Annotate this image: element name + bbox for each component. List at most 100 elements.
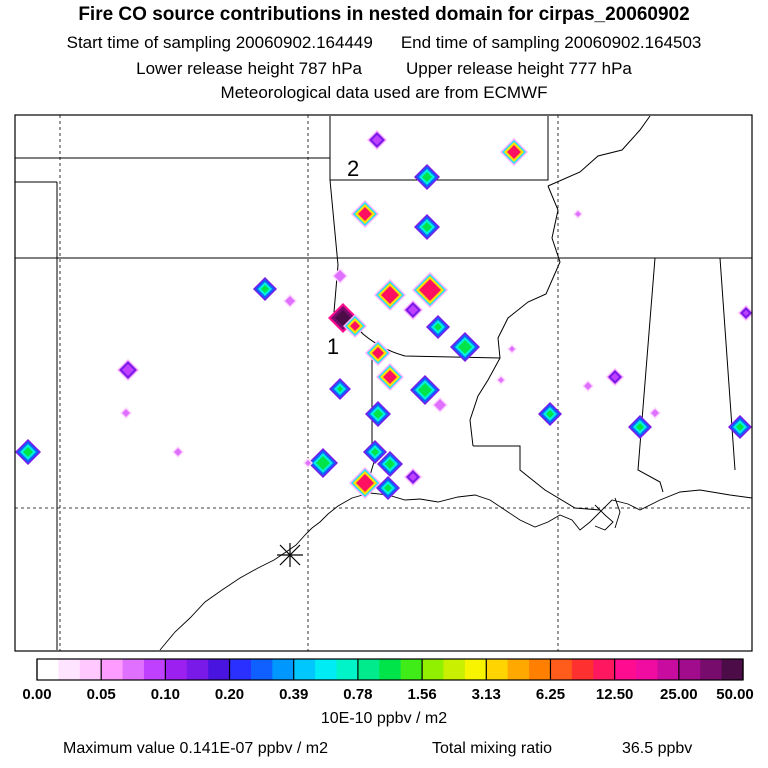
met-data-label: Meteorological data used are from ECMWF	[220, 83, 548, 102]
colorbar-swatch	[58, 659, 81, 680]
plume-cell	[371, 448, 379, 456]
colorbar-swatch	[550, 659, 573, 680]
plume-cell	[372, 347, 384, 359]
plume-cell	[584, 382, 592, 390]
colorbar-swatch	[678, 659, 701, 680]
plume-cell	[384, 484, 392, 492]
colorbar-swatch	[571, 659, 594, 680]
plume-cell	[373, 409, 383, 419]
start-time-label: Start time of sampling 20060902.164449	[66, 33, 373, 52]
plume-cell	[422, 172, 432, 182]
colorbar-tick-label: 0.05	[86, 686, 116, 703]
plume-cell	[434, 323, 442, 331]
plume-cell	[337, 386, 343, 392]
map-title: Fire CO source contributions in nested d…	[78, 4, 690, 25]
plume-cell	[458, 340, 472, 354]
colorbar-swatch	[636, 659, 659, 680]
colorbar-swatch	[122, 659, 145, 680]
receptor-label-2: 2	[347, 156, 359, 181]
fire-source-plumes	[15, 130, 752, 500]
plume-cell	[350, 321, 360, 331]
plume-cell	[498, 377, 504, 383]
colorbar-swatch	[250, 659, 273, 680]
maximum-value-label: Maximum value 0.141E-07 ppbv / m2	[63, 740, 329, 757]
plume-cell	[419, 279, 441, 301]
sampling-times: Start time of sampling 20060902.164449 En…	[0, 33, 768, 53]
colorbar-swatch	[336, 659, 359, 680]
plume-cell	[122, 409, 130, 417]
colorbar-tick-label: 0.39	[279, 686, 309, 703]
colorbar-tick-label: 0.10	[150, 686, 180, 703]
coastline	[159, 489, 752, 651]
colorbar-tick-label: 0.20	[214, 686, 245, 703]
colorbar-swatch	[357, 659, 380, 680]
colorbar-tick-label: 25.00	[660, 686, 698, 703]
plume-cell	[575, 211, 581, 217]
plume-cell	[383, 370, 397, 384]
colorbar-swatch	[657, 659, 680, 680]
colorbar-swatch	[186, 659, 209, 680]
upper-release-label: Upper release height 777 hPa	[406, 59, 632, 78]
trajectory-marker	[277, 543, 303, 567]
colorbar-swatch	[721, 659, 744, 680]
colorbar-tick-label: 0.78	[343, 686, 373, 703]
colorbar-swatch	[529, 659, 552, 680]
colorbar-swatch	[165, 659, 188, 680]
release-heights: Lower release height 787 hPa Upper releas…	[0, 59, 768, 79]
colorbar	[36, 658, 744, 681]
plume-cell	[507, 145, 521, 159]
colorbar-tick-label: 1.56	[407, 686, 437, 703]
colorbar-swatch	[400, 659, 423, 680]
plume-cell	[316, 456, 330, 470]
plume-cell	[418, 383, 432, 397]
colorbar-tick-label: 12.50	[595, 686, 634, 703]
graticule	[15, 115, 752, 651]
colorbar-swatch	[37, 659, 59, 680]
plume-cell	[372, 135, 382, 145]
state-borders	[15, 115, 752, 650]
colorbar-swatch	[379, 659, 402, 680]
plume-cell	[409, 473, 417, 481]
plume-cell	[408, 305, 418, 315]
plume-cell	[546, 410, 554, 418]
plume-cell	[285, 296, 295, 306]
colorbar-swatch	[464, 659, 487, 680]
colorbar-swatch	[507, 659, 530, 680]
colorbar-swatch	[79, 659, 102, 680]
plume-cell	[358, 207, 372, 221]
total-mixing-ratio-label: Total mixing ratio	[432, 740, 553, 757]
colorbar-swatch	[229, 659, 252, 680]
colorbar-swatch	[700, 659, 723, 680]
colorbar-tick-label: 3.13	[471, 686, 501, 703]
receptor-label-1: 1	[327, 334, 339, 359]
colorbar-unit: 10E-10 ppbv / m2	[320, 710, 448, 727]
plume-cell	[385, 459, 395, 469]
plume-cell	[434, 399, 446, 411]
plume-cell	[422, 222, 432, 232]
plume-cell	[305, 460, 311, 466]
plume-cell	[509, 346, 515, 352]
plume-cell	[736, 423, 744, 431]
total-mixing-ratio-value: 36.5 ppbv	[622, 740, 693, 757]
plume-cell	[743, 310, 749, 316]
colorbar-tick-label: 50.00	[716, 686, 754, 703]
plume-cell	[651, 409, 659, 417]
colorbar-swatch	[272, 659, 295, 680]
plume-cell	[23, 447, 33, 457]
plume-cell	[356, 474, 374, 492]
plume-cell	[381, 286, 399, 304]
plume-cell	[174, 448, 182, 456]
plume-cell	[334, 270, 346, 282]
colorbar-swatch	[101, 659, 124, 680]
colorbar-swatch	[614, 659, 637, 680]
colorbar-swatch	[143, 659, 166, 680]
colorbar-swatch	[593, 659, 616, 680]
plume-cell	[611, 373, 619, 381]
colorbar-swatch	[293, 659, 316, 680]
end-time-label: End time of sampling 20060902.164503	[400, 33, 702, 52]
colorbar-swatch	[315, 659, 338, 680]
colorbar-swatch	[486, 659, 509, 680]
plume-cell	[122, 364, 134, 376]
map-frame	[14, 114, 753, 652]
